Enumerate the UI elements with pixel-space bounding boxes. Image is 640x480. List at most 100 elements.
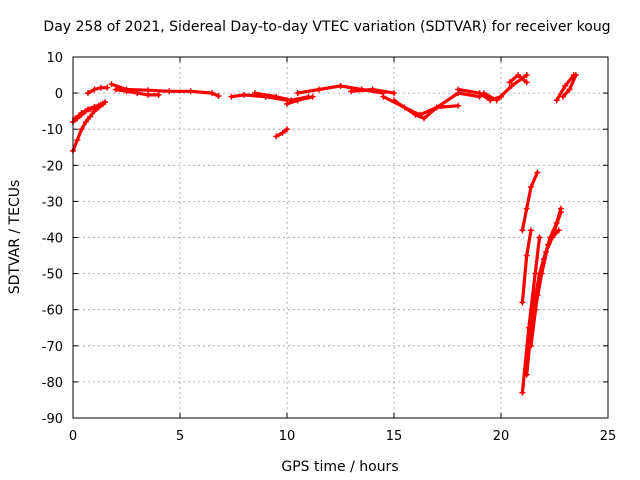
data-point-marker [412,111,419,118]
grid [73,57,608,418]
data-point-marker [523,205,530,212]
x-tick-label: 15 [386,429,403,444]
data-point-marker [553,97,560,104]
data-point-marker [279,129,286,136]
data-series-arc-25 [520,228,533,305]
data-point-marker [273,133,280,140]
y-tick-label: -10 [42,123,63,138]
data-series-arc-24 [533,210,563,312]
data-point-marker [551,227,558,234]
data-point-marker [87,113,94,120]
data-point-marker [294,97,301,104]
data-point-marker [560,93,567,100]
data-point-marker [309,93,316,100]
data-point-marker [284,126,290,133]
data-point-marker [337,82,344,89]
data-point-marker [572,72,579,79]
data-point-marker [155,91,162,98]
data-point-marker [420,115,427,122]
x-tick-label: 5 [176,429,184,444]
data-point-marker [532,306,539,313]
data-point-marker [562,82,569,89]
data-point-marker [78,109,85,116]
data-point-marker [380,93,387,100]
data-point-marker [166,88,173,95]
data-point-marker [527,227,534,234]
data-point-marker [455,86,462,93]
data-point-marker [391,90,397,97]
data-point-marker [519,227,526,234]
data-point-marker [284,100,290,107]
data-point-marker [545,241,552,248]
data-point-marker [97,101,104,108]
data-point-marker [74,137,81,144]
data-point-marker [523,72,530,79]
y-tick-label: 0 [55,87,63,102]
data-point-marker [273,93,280,100]
data-point-marker [348,88,355,95]
y-tick-label: 10 [46,51,63,66]
data-series-arc-21 [520,170,539,232]
data-series-arc-14 [392,91,482,121]
data-point-marker [534,169,541,176]
chart-title: Day 258 of 2021, Sidereal Day-to-day VTE… [43,19,610,35]
data-series-arc-4 [86,86,109,95]
data-point-marker [519,389,526,396]
y-tick-label: -90 [42,412,63,427]
data-point-marker [102,99,109,106]
data-point-marker [84,90,91,97]
data-point-marker [82,118,89,125]
data-point-marker [209,90,216,97]
axis-ticks: 0 5 10 15 20 25 10 0 -10 -20 -30 -40 -50 -60 -70 -80 -90 [42,51,617,444]
y-tick-label: -80 [42,376,63,391]
data-point-marker [566,86,573,93]
data-point-marker [527,342,534,349]
data-point-marker [523,371,530,378]
data-point-marker [108,81,115,88]
data-point-marker [91,86,98,93]
data-point-marker [294,90,301,97]
data-point-marker [523,252,530,259]
data-point-marker [391,97,397,104]
data-point-marker [241,91,248,98]
x-tick-label: 10 [279,429,296,444]
data-point-marker [523,79,530,86]
x-axis-label: GPS time / hours [281,459,398,475]
data-points [70,72,579,396]
data-point-marker [536,234,543,241]
data-point-marker [508,82,515,89]
x-tick-label: 25 [600,429,617,444]
data-point-marker [369,86,376,93]
data-point-marker [519,299,526,306]
data-point-marker [538,270,545,277]
data-point-marker [527,183,534,190]
data-point-marker [228,93,235,100]
y-tick-label: -40 [42,232,63,247]
data-point-marker [215,92,222,99]
data-point-marker [187,88,194,95]
y-tick-label: -70 [42,340,63,355]
data-point-marker [455,102,462,109]
data-point-marker [112,86,119,93]
data-point-marker [506,79,513,86]
data-point-marker [144,91,151,98]
data-point-marker [97,84,104,91]
data-point-marker [515,72,522,79]
x-tick-label: 20 [493,429,510,444]
data-point-marker [316,86,323,93]
data-point-marker [557,209,564,216]
data-series-arc-16 [482,73,529,103]
x-tick-label: 0 [69,429,77,444]
data-point-marker [480,90,487,97]
data-point-marker [78,126,85,133]
data-point-marker [251,90,258,97]
y-tick-label: -50 [42,268,63,283]
data-point-marker [433,104,440,111]
data-series-arc-20 [520,235,542,395]
y-tick-label: -60 [42,304,63,319]
y-tick-label: -20 [42,159,63,174]
data-point-marker [493,97,500,104]
y-tick-label: -30 [42,195,63,210]
data-point-marker [104,84,111,91]
